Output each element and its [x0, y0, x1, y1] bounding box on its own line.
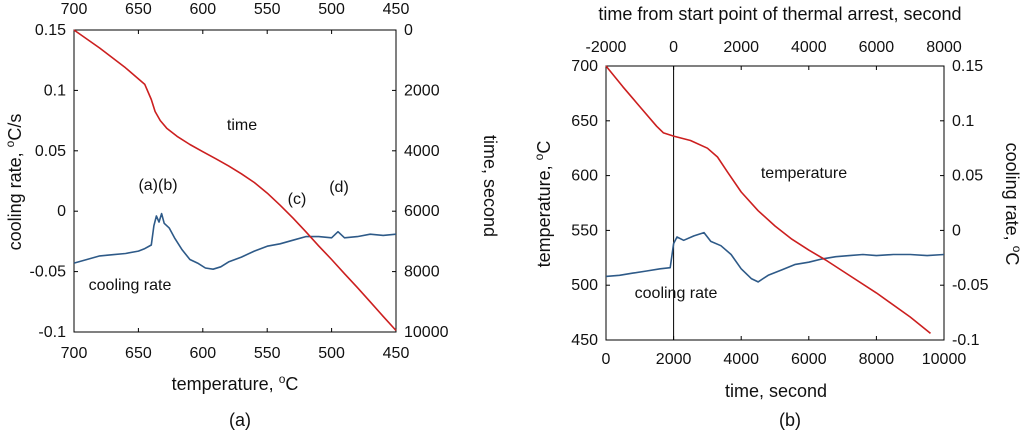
panel-b-bottom-tick-label: 10000: [922, 351, 967, 368]
panel-b-left-axis: 700 650 600 550 500 450: [571, 58, 610, 349]
panel-a: 700 650 600 550 500 450 700 650 600 550 500 450 0.…: [3, 1, 500, 430]
panel-b-right-tick-label: 0.05: [952, 168, 983, 185]
temperature-curve-label: temperature: [761, 165, 847, 182]
panel-a-left-tick-label: -0.05: [30, 264, 67, 281]
panel-a-right-axis-label: time, second: [480, 135, 500, 237]
panel-b-left-tick-label: 450: [571, 332, 598, 349]
panel-a-x-axis-label-text: temperature,: [172, 374, 279, 394]
panel-a-top-tick-label: 700: [61, 1, 88, 18]
panel-a-left-tick-label: 0.15: [35, 22, 66, 39]
panel-a-bottom-axis: 700 650 600 550 500 450: [61, 328, 410, 362]
panel-b-bottom-tick-label: 2000: [656, 351, 692, 368]
annotation-c: (c): [288, 191, 307, 208]
panel-a-left-tick-label: 0: [57, 203, 66, 220]
panel-b-top-tick-label: 6000: [859, 39, 895, 56]
panel-a-x-axis-label: temperature, oC: [172, 372, 299, 394]
panel-a-top-tick-label: 550: [254, 1, 281, 18]
time-line: [73, 29, 397, 332]
panel-b-left-tick-label: 600: [571, 168, 598, 185]
panel-a-right-tick-label: 10000: [404, 324, 449, 341]
panel-b-right-axis-label-text: cooling rate,: [1002, 143, 1022, 246]
panel-a-left-axis-label-sup: o: [3, 140, 17, 147]
panel-a-top-axis: 700 650 600 550 500 450: [61, 1, 410, 34]
panel-b-caption: (b): [779, 410, 801, 430]
panel-b-bottom-tick-label: 4000: [723, 351, 759, 368]
panel-b-right-tick-label: -0.05: [952, 277, 989, 294]
panel-a-caption: (a): [229, 410, 251, 430]
panel-b-right-tick-label: 0.15: [952, 58, 983, 75]
panel-b-top-tick-label: 0: [669, 39, 678, 56]
panel-b-left-axis-label-sup: o: [532, 153, 546, 160]
cooling-rate-line: [73, 212, 397, 271]
panel-a-left-axis-label-text: cooling rate,: [5, 147, 25, 250]
panel-b-left-axis-label-text: temperature,: [534, 160, 554, 267]
panel-b-bottom-tick-label: 8000: [859, 351, 895, 368]
panel-a-right-tick-label: 0: [404, 22, 413, 39]
panel-a-top-tick-label: 600: [189, 1, 216, 18]
temperature-line: [605, 65, 932, 335]
panel-b-top-tick-label: -2000: [586, 39, 627, 56]
panel-b: 0 2000 4000 6000 8000 10000 -2000 0 2000 4000 600…: [532, 4, 1024, 430]
panel-b-bottom-axis: 0 2000 4000 6000 8000 10000: [602, 336, 967, 368]
panel-a-bottom-tick-label: 450: [383, 345, 410, 362]
panel-b-cooling-rate-curve-label: cooling rate: [635, 285, 718, 302]
panel-b-right-axis-label: cooling rate, oC: [1002, 143, 1024, 266]
panel-a-frame: [73, 29, 397, 333]
panel-a-right-axis: 0 2000 4000 6000 8000 10000: [392, 22, 449, 341]
panel-b-x-axis-label: time, second: [725, 381, 827, 401]
panel-b-right-axis-label-unit: C: [1002, 252, 1022, 265]
panel-a-left-axis-label: cooling rate, oC/s: [3, 114, 25, 251]
annotation-d: (d): [329, 179, 349, 196]
panel-b-left-axis-label-unit: C: [534, 141, 554, 154]
panel-b-top-tick-label: 2000: [723, 39, 759, 56]
panel-b-cooling-rate-line: [605, 231, 945, 283]
cooling-rate-curve-label: cooling rate: [89, 277, 172, 294]
panel-a-right-tick-label: 6000: [404, 203, 440, 220]
panel-a-x-axis-label-unit: C: [285, 374, 298, 394]
panel-b-right-axis: 0.15 0.1 0.05 0 -0.05 -0.1: [940, 58, 989, 349]
panel-a-top-tick-label: 500: [318, 1, 345, 18]
panel-a-right-tick-label: 8000: [404, 264, 440, 281]
panel-a-right-tick-label: 2000: [404, 82, 440, 99]
panel-a-bottom-tick-label: 600: [189, 345, 216, 362]
panel-b-left-tick-label: 550: [571, 222, 598, 239]
annotation-a-b: (a)(b): [138, 177, 177, 194]
panel-a-x-axis-label-sup: o: [279, 372, 286, 386]
panel-b-left-tick-label: 650: [571, 113, 598, 130]
panel-b-right-tick-label: 0.1: [952, 113, 974, 130]
time-curve-label: time: [227, 117, 257, 134]
panel-b-top-tick-label: 4000: [791, 39, 827, 56]
panel-b-right-axis-label-sup: o: [1010, 246, 1024, 253]
panel-a-left-axis-label-unit: C/s: [5, 114, 25, 141]
panel-a-top-tick-label: 450: [383, 1, 410, 18]
panel-a-left-axis: 0.15 0.1 0.05 0 -0.05 -0.1: [30, 22, 78, 341]
panel-b-series: [605, 65, 945, 335]
panel-b-top-axis-title: time from start point of thermal arrest,…: [598, 4, 961, 24]
panel-a-bottom-tick-label: 550: [254, 345, 281, 362]
panel-a-series: [73, 29, 397, 332]
panel-a-top-tick-label: 650: [125, 1, 152, 18]
panel-b-top-axis: -2000 0 2000 4000 6000 8000: [586, 39, 962, 70]
panel-b-top-tick-label: 8000: [926, 39, 962, 56]
panel-b-bottom-tick-label: 6000: [791, 351, 827, 368]
panel-a-bottom-tick-label: 700: [61, 345, 88, 362]
panel-b-right-tick-label: -0.1: [952, 332, 980, 349]
panel-a-bottom-tick-label: 500: [318, 345, 345, 362]
panel-a-left-tick-label: -0.1: [38, 324, 66, 341]
panel-a-left-tick-label: 0.1: [44, 82, 66, 99]
panel-b-left-tick-label: 500: [571, 277, 598, 294]
panel-b-right-tick-label: 0: [952, 222, 961, 239]
panel-a-right-tick-label: 4000: [404, 143, 440, 160]
panel-b-left-tick-label: 700: [571, 58, 598, 75]
panel-a-left-tick-label: 0.05: [35, 143, 66, 160]
panel-b-bottom-tick-label: 0: [602, 351, 611, 368]
panel-b-frame: [605, 65, 945, 341]
panel-a-bottom-tick-label: 650: [125, 345, 152, 362]
panel-b-left-axis-label: temperature, oC: [532, 141, 554, 268]
